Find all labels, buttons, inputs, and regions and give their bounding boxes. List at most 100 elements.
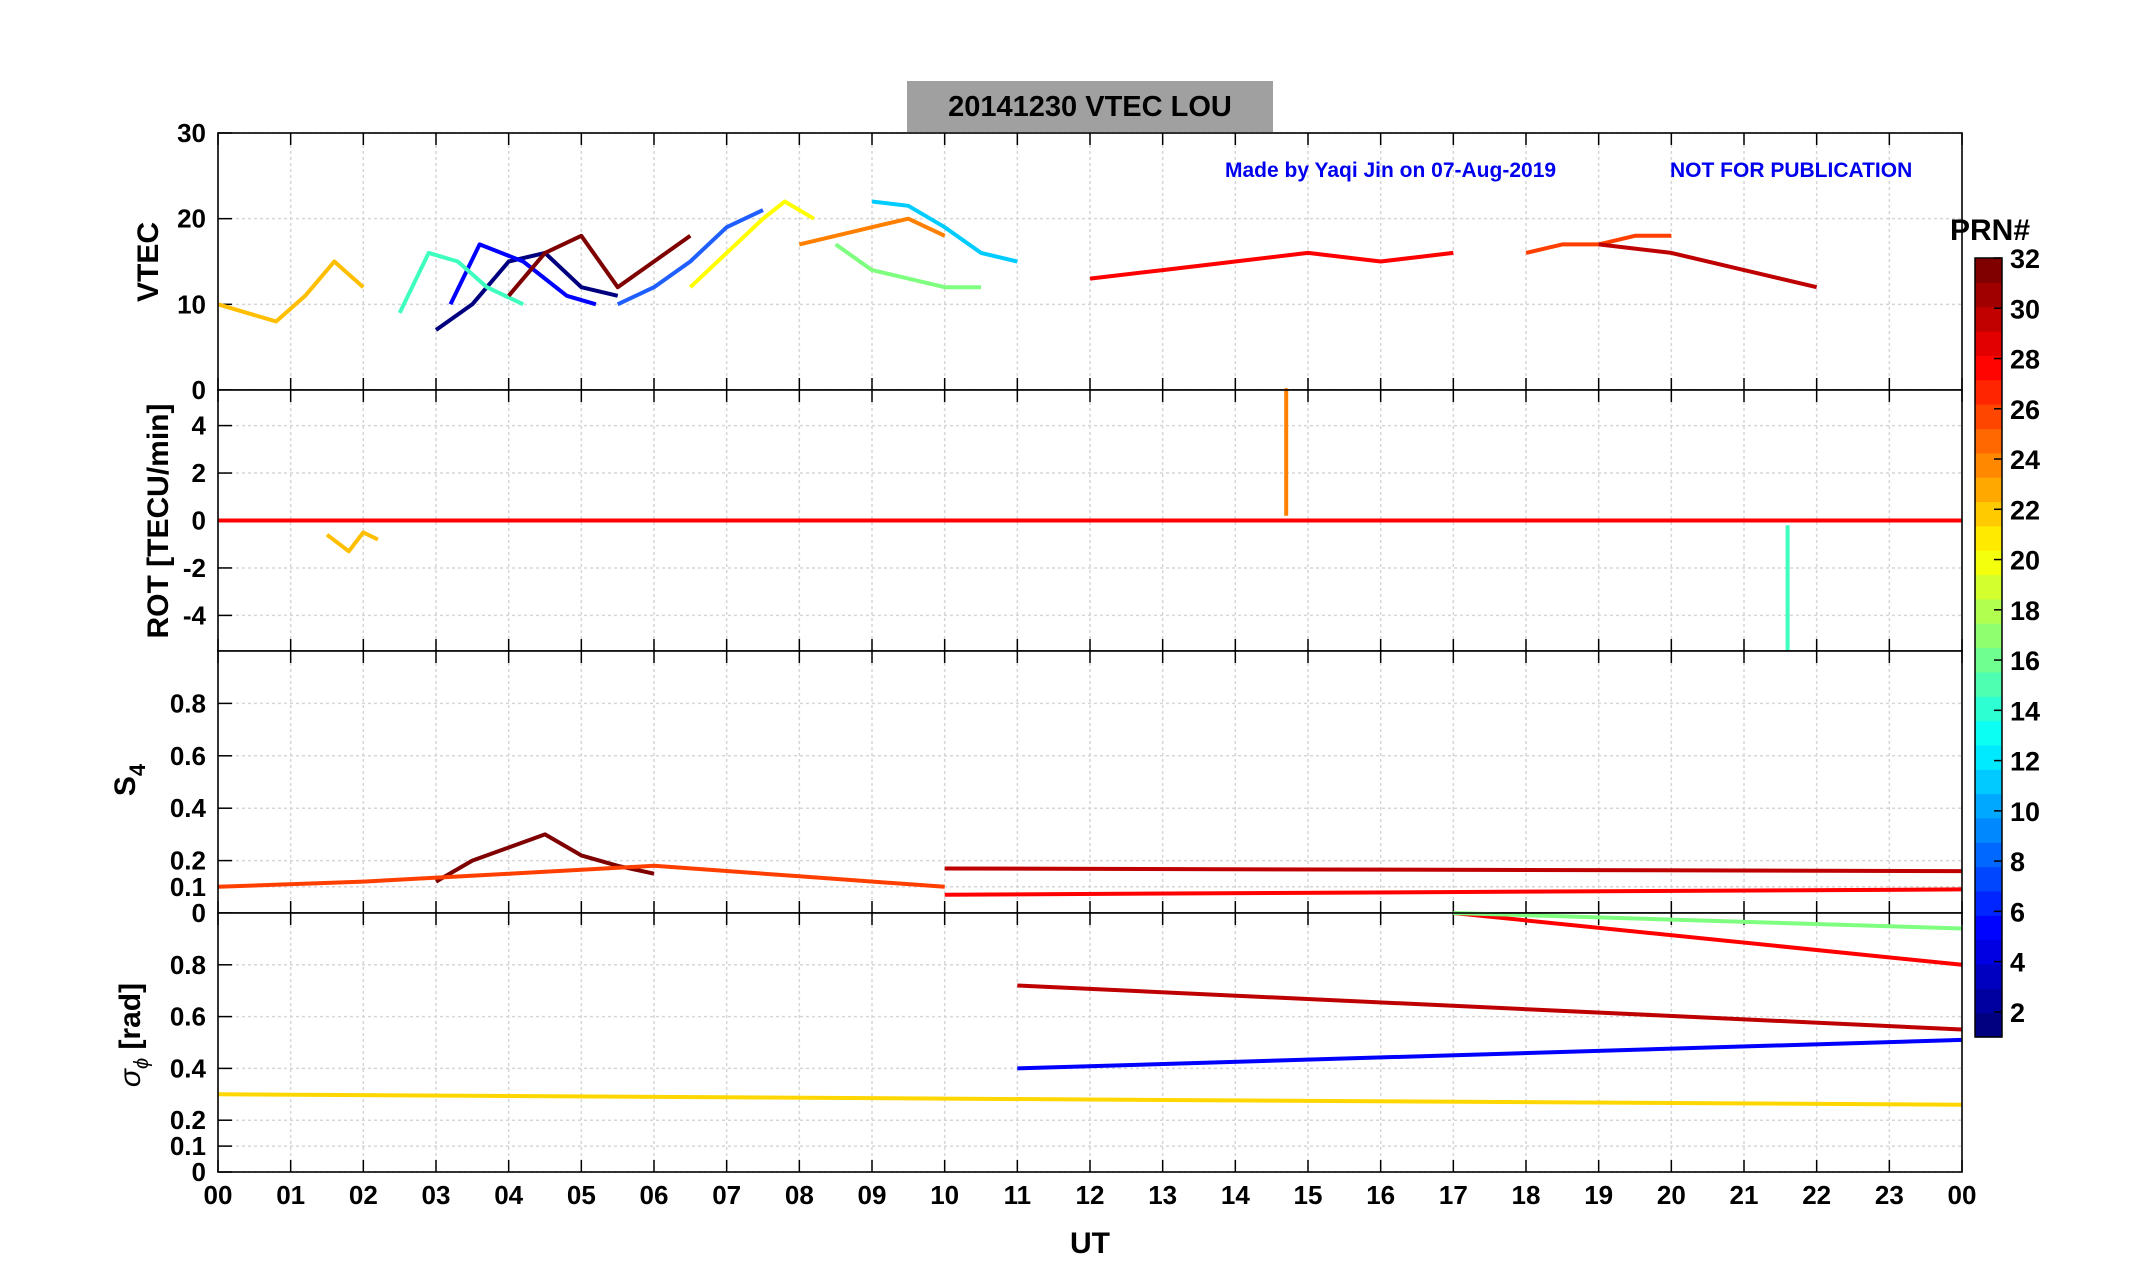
x-tick-label: 19 [1584,1180,1613,1210]
colorbar-swatch [1975,428,2002,454]
colorbar-swatch [1975,939,2002,965]
colorbar-swatch [1975,769,2002,795]
colorbar-swatch [1975,842,2002,868]
colorbar-label: PRN# [1950,214,2030,247]
s4-ytick-label: 0.4 [170,793,207,823]
x-axis-ticks: 00 01 02 03 04 05 06 07 08 09 10 11 12 13 14 15 16 17 18 19… [204,1180,1977,1210]
series-prn-22-early [325,530,379,554]
x-tick-label: 02 [349,1180,378,1210]
series-prn-16-line [1453,911,1963,931]
sigma-phi-ytick-label: 0.1 [170,1131,206,1161]
colorbar-tick-label: 20 [2010,546,2040,576]
series-prn-22-line [217,1092,1963,1107]
credit-note: Made by Yaqi Jin on 07-Aug-2019 [1225,159,1556,182]
colorbar-swatch [1975,671,2002,697]
s4-panel: 00.10.2 0.4 0.6 0.8 [170,650,1963,928]
colorbar-swatch [1975,574,2002,600]
rot-ytick-label: 0 [192,506,206,536]
colorbar-swatch [1975,793,2002,819]
colorbar-tick-label: 14 [2010,696,2040,726]
x-axis-label: UT [1070,1227,1110,1260]
colorbar-swatch [1975,817,2002,843]
s4-ytick-label: 0.1 [170,872,206,902]
s4-ylabel: S4 [109,763,150,796]
colorbar-swatch [1975,963,2002,989]
x-tick-label: 21 [1730,1180,1759,1210]
colorbar-swatch [1975,306,2002,332]
x-tick-label: 01 [276,1180,305,1210]
x-tick-label: 23 [1875,1180,1904,1210]
x-tick-label: 06 [640,1180,669,1210]
series-prn-30 [1598,242,1818,290]
colorbar-swatch [1975,623,2002,649]
series-prn-28-line [1453,911,1963,967]
x-tick-label: 13 [1148,1180,1177,1210]
colorbar-tick-label: 28 [2010,345,2040,375]
colorbar-tick-label: 2 [2010,998,2025,1028]
colorbar-swatch [1975,525,2002,551]
colorbar-frame [1974,257,2003,1038]
x-tick-label: 20 [1657,1180,1686,1210]
rot-panel: -4 -2 0 2 4 [183,388,1963,653]
colorbar-swatch [1975,890,2002,916]
colorbar-tick-label: 24 [2010,445,2040,475]
colorbar-swatch [1975,598,2002,624]
colorbar-tick-label: 12 [2010,747,2040,777]
x-tick-label: 00 [204,1180,233,1210]
x-tick-label: 14 [1221,1180,1250,1210]
x-tick-label: 11 [1004,1180,1032,1210]
s4-ytick-label: 0 [192,898,206,928]
colorbar-swatch [1975,477,2002,503]
vtec-ytick-label: 20 [177,204,206,234]
chart-title: 20141230 VTEC LOU [948,91,1232,123]
colorbar-swatch [1975,258,2002,283]
vtec-ytick-label: 10 [177,289,206,319]
colorbar-tick-label: 6 [2010,897,2025,927]
x-tick-label: 15 [1294,1180,1323,1210]
sigma-phi-frame [217,912,1963,1173]
x-tick-label: 17 [1439,1180,1468,1210]
colorbar-swatch [1975,452,2002,478]
colorbar-tick-label: 4 [2010,948,2025,978]
colorbar-swatch [1975,355,2002,381]
x-tick-label: 12 [1076,1180,1105,1210]
s4-ytick-label: 0.2 [170,846,206,876]
colorbar-tick-label: 32 [2010,244,2040,274]
series-prn-22 [217,259,365,324]
colorbar-tick-label: 16 [2010,646,2040,676]
sigma-phi-ytick-label: 0 [192,1157,206,1187]
vtec-ytick-label: 0 [192,375,206,405]
rot-ytick-label: 2 [192,458,206,488]
series-prn-32 [507,233,692,298]
colorbar-swatch [1975,404,2002,430]
vtec-panel: 0 10 20 30 [177,118,1963,405]
sigma-phi-ytick-label: 0.8 [170,950,206,980]
x-tick-label: 05 [567,1180,596,1210]
svg-text:σϕ [rad]: σϕ [rad] [114,983,153,1087]
sigma-phi-ytick-label: 0.2 [170,1105,206,1135]
colorbar-tick-label: 8 [2010,847,2025,877]
x-tick-label: 04 [494,1180,523,1210]
x-tick-label: 22 [1802,1180,1831,1210]
colorbar-tick-label: 18 [2010,596,2040,626]
series-prn-30-line [944,866,1963,874]
series-prn-28-line [944,887,1963,897]
s4-ytick-label: 0.6 [170,741,206,771]
x-tick-label: 16 [1366,1180,1395,1210]
colorbar-swatch [1975,331,2002,356]
x-tick-label: 00 [1948,1180,1977,1210]
sigma-phi-ytick-label: 0.4 [170,1053,207,1083]
colorbar-swatch [1975,1012,2002,1038]
rot-ytick-label: -4 [183,600,207,630]
rot-ytick-label: 4 [192,411,207,441]
title-box [907,81,1273,132]
colorbar-tick-label: 10 [2010,797,2040,827]
series-prn-28 [1089,250,1454,281]
x-tick-label: 09 [858,1180,887,1210]
colorbar-tick-label: 30 [2010,294,2040,324]
x-tick-label: 08 [785,1180,814,1210]
colorbar-swatch [1975,501,2002,527]
sigma-phi-ytick-label: 0.6 [170,1002,206,1032]
colorbar-swatch [1975,379,2002,405]
